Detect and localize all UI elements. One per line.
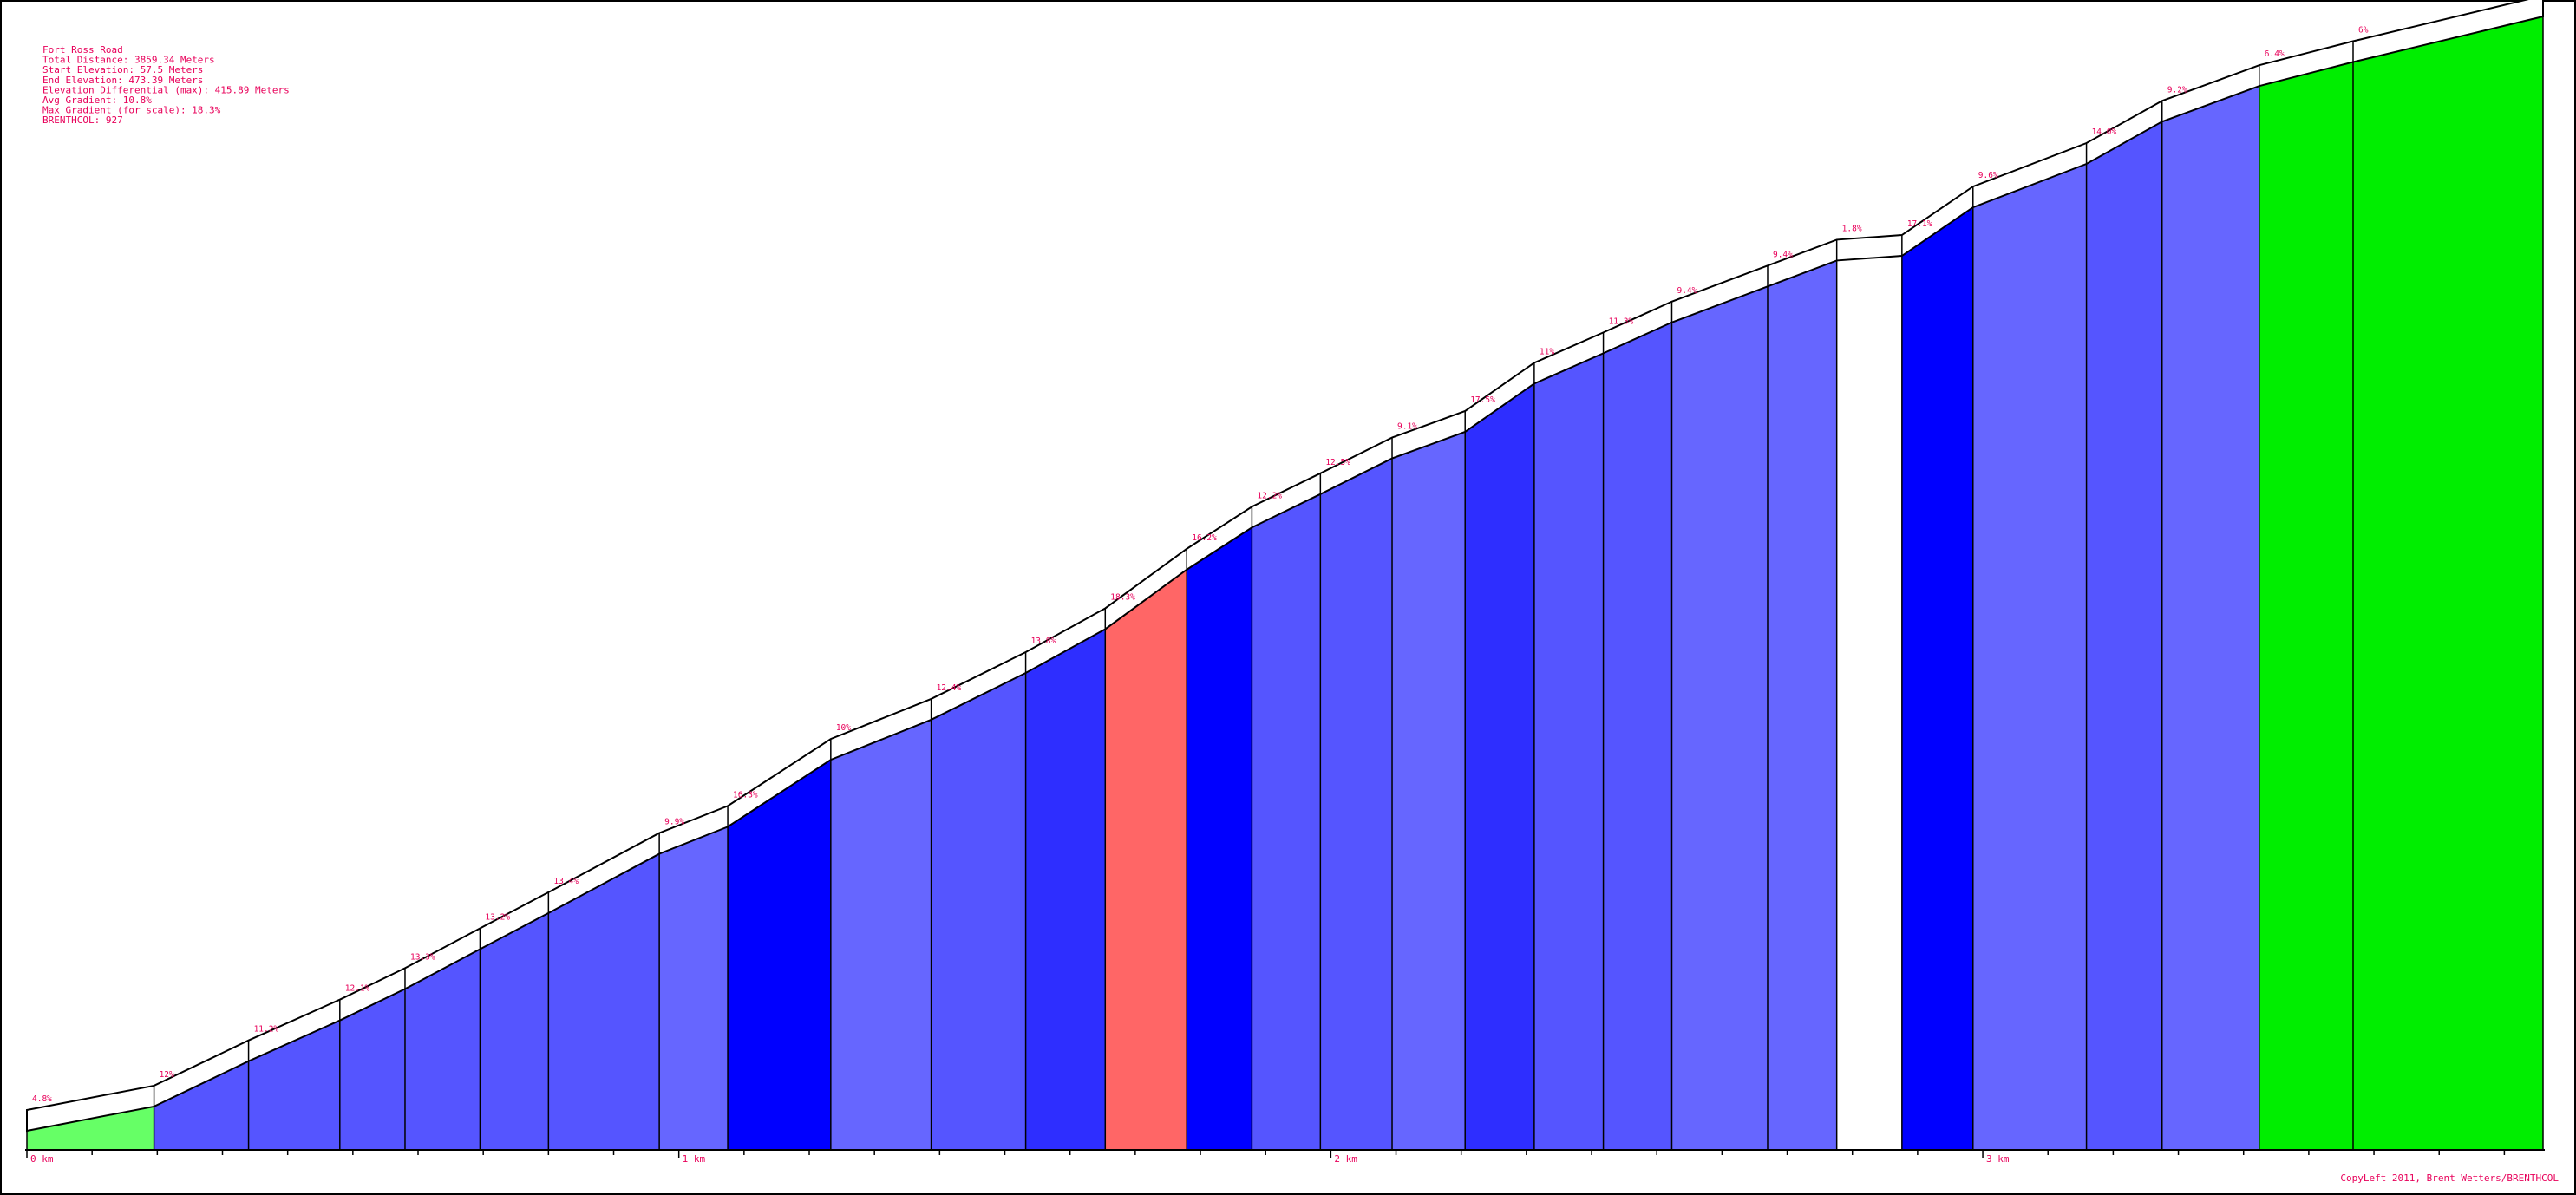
segment-fill [2086, 121, 2162, 1150]
route-info-line: Avg Gradient: 10.8% [42, 95, 152, 106]
segment-fill [1972, 163, 2087, 1150]
gradient-label: 13.2% [485, 912, 510, 922]
segment-fill [1901, 207, 1973, 1151]
gradient-label: 9.6% [1978, 171, 1998, 180]
segment-fill [728, 760, 831, 1150]
segment-fill [1320, 458, 1393, 1150]
copyright-text: CopyLeft 2011, Brent Wetters/BRENTHCOL [2340, 1172, 2559, 1184]
gradient-label: 14.0% [2092, 127, 2117, 137]
segment-fill [1187, 527, 1252, 1150]
gradient-label: 13.3% [410, 952, 435, 962]
segment-fill [830, 719, 932, 1150]
gradient-label: 11.2% [254, 1025, 279, 1035]
segment-fill [931, 672, 1026, 1150]
gradient-label: 9.4% [1677, 286, 1697, 296]
segment-fill [1025, 629, 1106, 1150]
segment-fill [2161, 86, 2259, 1150]
segment-fill [248, 1020, 340, 1150]
gradient-label: 9.4% [1773, 250, 1793, 259]
gradient-label: 9.1% [1397, 422, 1417, 432]
x-tick-label: 2 km [1334, 1153, 1357, 1165]
segment-fill [548, 853, 660, 1150]
gradient-label: 16.2% [1192, 533, 1217, 543]
segment-fill [404, 949, 481, 1150]
segment-fills [27, 16, 2543, 1151]
x-tick-label: 0 km [30, 1153, 54, 1165]
segment-fill [1465, 383, 1534, 1150]
x-tick-label: 3 km [1986, 1153, 2010, 1165]
gradient-label: 16.3% [733, 790, 758, 800]
segment-fill [27, 1106, 154, 1150]
gradient-label: 12% [160, 1070, 174, 1080]
route-info-line: End Elevation: 473.39 Meters [42, 75, 203, 86]
segment-fill [1105, 569, 1187, 1150]
segment-fill [1603, 322, 1672, 1150]
gradient-label: 17.1% [1907, 219, 1932, 229]
gradient-label: 13.8% [1031, 637, 1056, 646]
route-info-line: Elevation Differential (max): 415.89 Met… [42, 84, 290, 95]
gradient-label: 12.4% [937, 683, 962, 693]
route-info-line: BRENTHCOL: 927 [42, 114, 123, 126]
segment-fill [659, 826, 729, 1150]
gradient-label: 9.9% [664, 818, 684, 827]
segment-fill [1533, 353, 1604, 1150]
segment-fill [1836, 256, 1902, 1150]
distance-axis: 0 km 1 km 2 km 3 km [25, 1149, 2545, 1165]
gradient-label: 4.8% [32, 1094, 52, 1104]
segment-fill [480, 912, 549, 1150]
route-info-line: Total Distance: 3859.34 Meters [42, 55, 215, 66]
gradient-label: 1.8% [1842, 224, 1862, 233]
gradient-label: 12.2% [1257, 491, 1282, 500]
segment-fill [1392, 431, 1466, 1150]
segment-dividers [26, 0, 2544, 1150]
gradient-label: 9.2% [2167, 85, 2187, 95]
gradient-label: 11% [1540, 347, 1554, 356]
segment-fill [154, 1061, 249, 1150]
segment-fill [2353, 16, 2543, 1151]
gradient-label: 10% [836, 723, 851, 733]
gradient-label: 6% [2358, 26, 2369, 36]
segment-fill [2259, 62, 2354, 1151]
route-info-line: Start Elevation: 57.5 Meters [42, 64, 203, 75]
segment-fill [1671, 286, 1768, 1150]
gradient-label: 12.1% [345, 984, 370, 994]
gradient-label: 6.4% [2265, 49, 2285, 59]
gradient-labels: 4.8% 12% 11.2% 12.1% 13.3% 13.2% 13.4% 9.9% 16.3… [32, 26, 2369, 1104]
segment-fill [1767, 260, 1837, 1151]
x-tick-label: 1 km [683, 1153, 706, 1165]
gradient-label: 12.5% [1325, 458, 1350, 467]
route-info-line: Max Gradient (for scale): 18.3% [42, 105, 221, 116]
gradient-label: 13.4% [553, 877, 579, 886]
route-title: Fort Ross Road [42, 44, 123, 56]
gradient-label: 18.3% [1110, 592, 1135, 602]
segment-fill [1252, 493, 1321, 1150]
segment-fill [339, 989, 405, 1150]
gradient-label: 17.5% [1470, 395, 1495, 405]
gradient-label: 11.3% [1609, 317, 1634, 326]
